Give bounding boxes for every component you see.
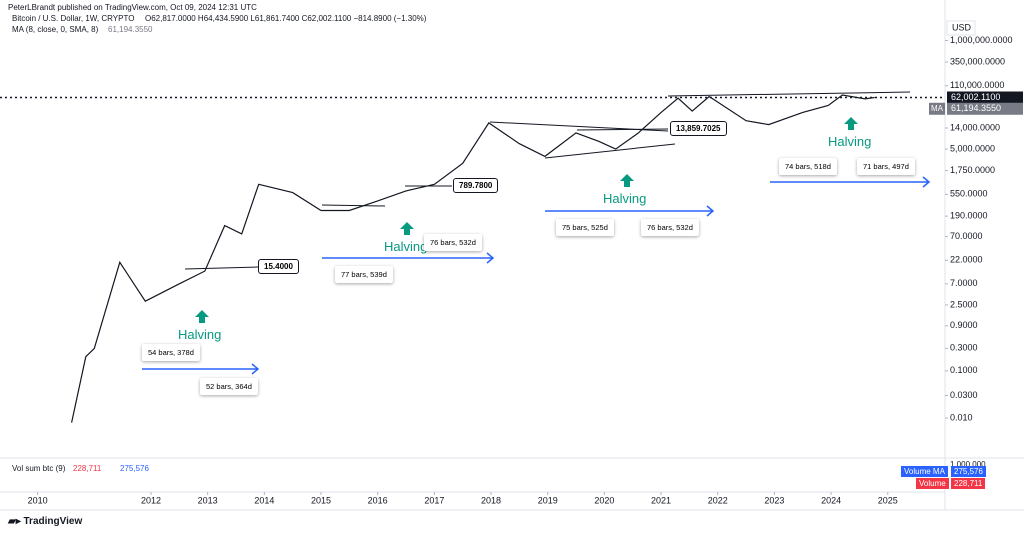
bars-label: 54 bars, 378d (142, 344, 200, 361)
ma-legend-value: 61,194.3550 (108, 25, 153, 34)
y-tick-label: 0.010 (950, 412, 973, 422)
halving-label: Halving (384, 239, 428, 254)
y-tick-label: 7.0000 (950, 278, 978, 288)
ma-tag-box (929, 102, 945, 115)
y-tick-label: 0.0300 (950, 390, 978, 400)
last-price-label: 62,002.1100 (951, 92, 1000, 102)
x-tick-label: 2015 (311, 495, 331, 505)
last-price-box (947, 91, 1023, 104)
y-tick-label: 110,000.0000 (950, 80, 1004, 90)
y-tick-label: 190.0000 (950, 211, 988, 221)
halving-label: Halving (603, 191, 647, 206)
x-tick-label: 2022 (708, 495, 728, 505)
y-tick-label: 550.0000 (950, 189, 988, 199)
volume-ma-box: 275,576 (951, 466, 986, 477)
volume-scale: 1,000,000 (950, 460, 986, 469)
y-tick-label: 2.5000 (950, 299, 978, 309)
ma-tag: MA (931, 104, 944, 113)
y-tick-label: 14,000.0000 (950, 122, 1000, 132)
y-tick-label: 1,000,000.0000 (950, 35, 1013, 45)
bars-label: 52 bars, 364d (200, 378, 258, 395)
bars-label: 71 bars, 497d (857, 158, 915, 175)
footer-logo: ▰▸ TradingView (8, 516, 83, 527)
symbol: Bitcoin / U.S. Dollar, 1W, CRYPTO (12, 14, 135, 23)
x-tick-label: 2024 (821, 495, 841, 505)
bars-label: 74 bars, 518d (779, 158, 837, 175)
bars-label: 76 bars, 532d (424, 234, 482, 251)
halving-label: Halving (178, 327, 222, 342)
footer-text: TradingView (23, 516, 83, 527)
volume-box: 228,711 (951, 478, 986, 489)
volume-ma-tag: Volume MA (901, 466, 948, 477)
y-tick-label: 1,750.0000 (950, 165, 995, 175)
y-tick-label: 22.0000 (950, 255, 983, 265)
ohlc: O62,817.0000 H64,434.5900 L61,861.7400 C… (145, 14, 427, 23)
ma-price-label: 61,194.3550 (951, 103, 1001, 113)
price-label: 13,859.7025 (670, 121, 727, 136)
y-tick-label: 350,000.0000 (950, 56, 1005, 66)
price-label: 789.7800 (453, 178, 499, 193)
price-line (71, 94, 875, 423)
bars-label: 77 bars, 539d (335, 266, 393, 283)
ma-price-box (947, 102, 1023, 115)
y-tick-label: 5,000.0000 (950, 143, 995, 153)
x-tick-label: 2018 (481, 495, 501, 505)
publisher: PeterLBrandt published on TradingView.co… (8, 3, 257, 12)
currency[interactable]: USD (952, 22, 972, 32)
x-tick-label: 2021 (651, 495, 671, 505)
trendlines (184, 91, 911, 270)
x-tick-label: 2020 (594, 495, 614, 505)
x-tick-label: 2017 (424, 495, 444, 505)
bars-label: 76 bars, 532d (641, 219, 699, 236)
y-tick-label: 0.9000 (950, 320, 978, 330)
x-tick-label: 2012 (141, 495, 161, 505)
x-tick-label: 2014 (254, 495, 274, 505)
y-tick-label: 0.1000 (950, 365, 978, 375)
ma-legend: MA (8, close, 0, SMA, 8) (12, 25, 99, 34)
halving-label: Halving (828, 134, 872, 149)
y-tick-label: 70.0000 (950, 231, 983, 241)
x-tick-label: 2019 (538, 495, 558, 505)
halving-arrows (195, 117, 858, 323)
bars-label: 75 bars, 525d (556, 219, 614, 236)
price-label: 15.4000 (258, 259, 299, 274)
x-tick-label: 2023 (764, 495, 784, 505)
currency-button[interactable] (946, 20, 976, 36)
x-tick-label: 2025 (878, 495, 898, 505)
volume-value: 228,711 (73, 464, 102, 473)
x-tick-label: 2016 (368, 495, 388, 505)
volume-title: Vol sum btc (9) (12, 464, 66, 473)
y-tick-label: 0.3000 (950, 343, 978, 353)
volume-tag: Volume (916, 478, 949, 489)
x-tick-label: 2013 (198, 495, 218, 505)
measure-arrows (142, 176, 931, 375)
volume-ma-value: 275,576 (120, 464, 149, 473)
x-tick-label: 2010 (28, 495, 48, 505)
